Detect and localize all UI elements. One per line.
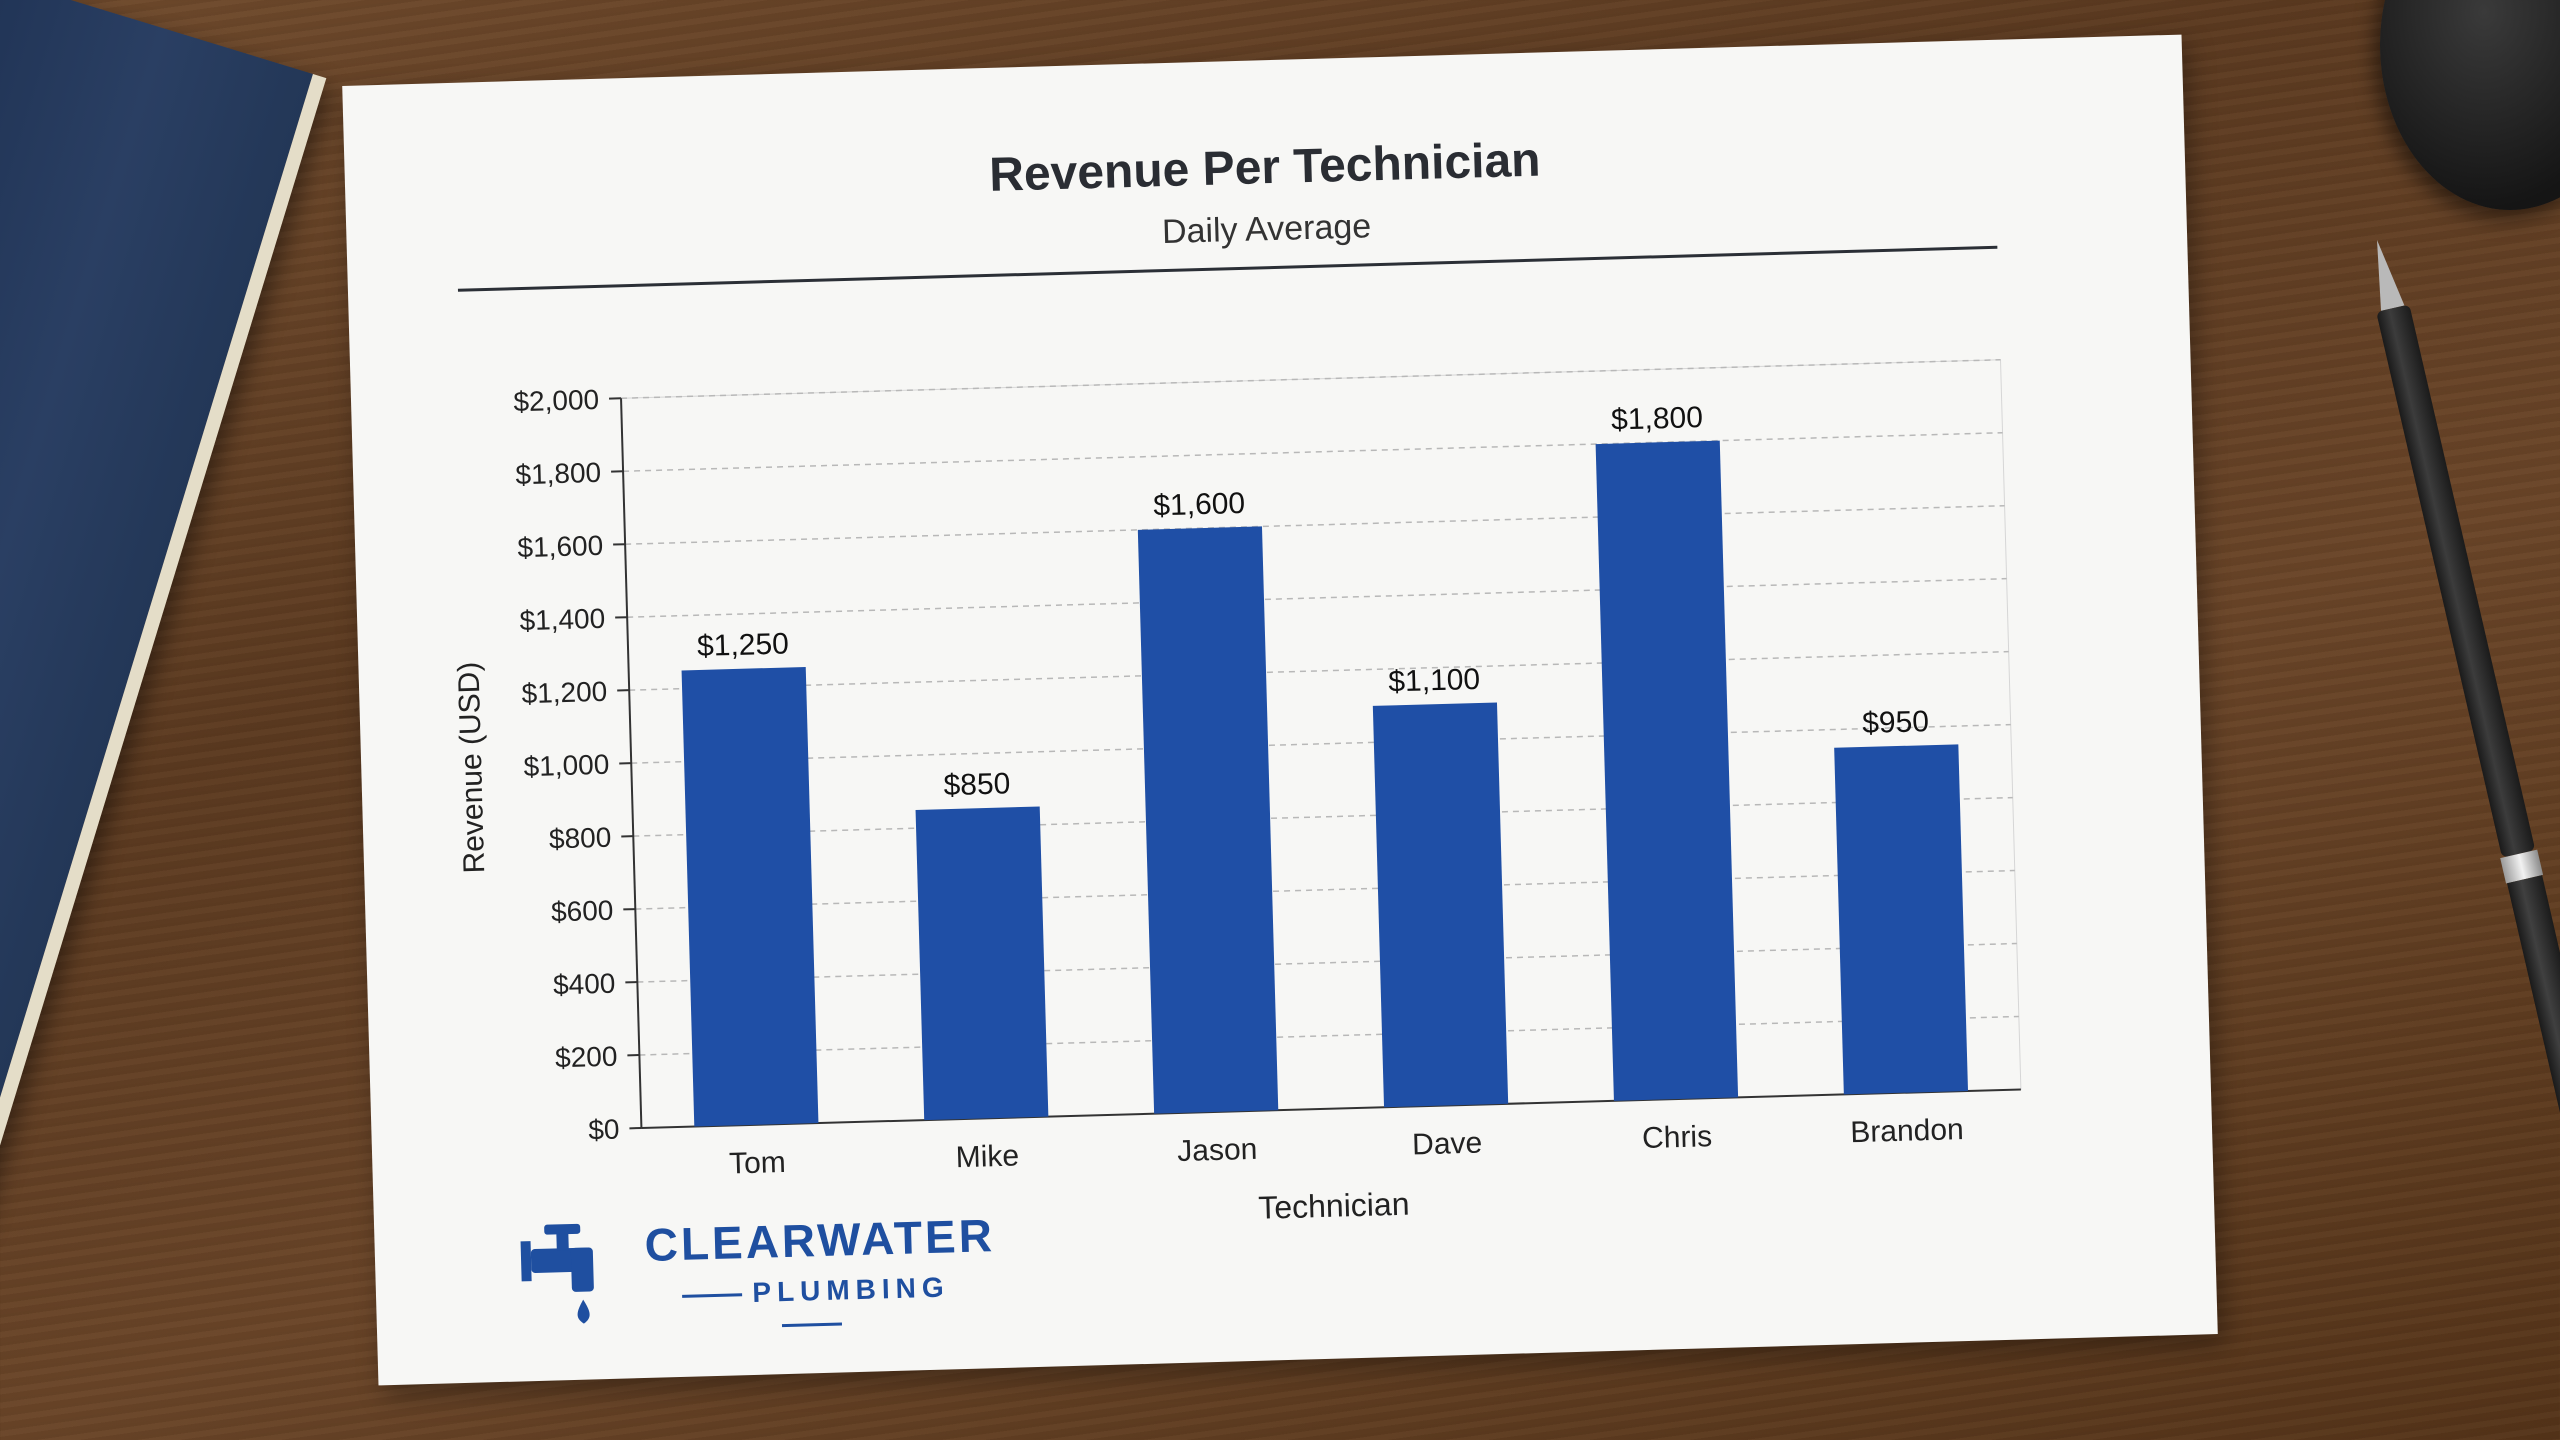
y-tick-label: $600 — [551, 895, 614, 928]
gridline — [627, 577, 2007, 618]
data-label: $1,600 — [1153, 487, 1246, 523]
data-label: $1,250 — [697, 627, 790, 663]
gridline — [631, 723, 2011, 764]
bar-brandon — [1834, 744, 1969, 1095]
plot-area — [620, 359, 2022, 1129]
x-tick-label: Jason — [1177, 1133, 1258, 1168]
y-tick-label: $400 — [553, 968, 616, 1001]
y-axis — [620, 398, 643, 1129]
gridline — [639, 1015, 2019, 1056]
y-tick-label: $1,000 — [523, 749, 609, 782]
bar-mike — [915, 806, 1049, 1121]
data-label: $1,100 — [1388, 663, 1481, 699]
gridline — [633, 796, 2013, 837]
data-label: $950 — [1862, 705, 1930, 740]
y-tick-label: $0 — [588, 1114, 620, 1146]
logo-subtitle: PLUMBING — [646, 1271, 978, 1344]
x-tick-label: Chris — [1642, 1120, 1713, 1155]
bar-chart: $0 $200 $400 $600 $800 $1,000 $1,200 $1,400 $1,6… — [452, 358, 2022, 1226]
bar-chris — [1595, 440, 1739, 1101]
data-label: $850 — [943, 767, 1011, 802]
gridline — [635, 869, 2015, 910]
x-axis-title: Technician — [1258, 1186, 1410, 1226]
printed-chart-sheet: Revenue Per Technician Daily Average $0 $… — [342, 34, 2218, 1386]
y-axis-title: Revenue (USD) — [452, 661, 491, 874]
y-tick-label: $1,600 — [517, 530, 603, 563]
x-tick-label: Brandon — [1850, 1113, 1964, 1149]
x-tick-label: Tom — [729, 1146, 787, 1181]
data-label: $1,800 — [1611, 401, 1704, 437]
y-tick-label: $1,800 — [515, 457, 601, 490]
y-tick-label: $200 — [555, 1041, 618, 1074]
bar-dave — [1372, 702, 1509, 1108]
y-tick-label: $1,400 — [519, 603, 605, 636]
gridline — [637, 942, 2017, 983]
y-tick-label: $800 — [549, 822, 612, 855]
gridline — [629, 650, 2009, 691]
faucet-icon — [520, 1223, 594, 1324]
y-tick-label: $1,200 — [521, 676, 607, 709]
logo-name: CLEARWATER — [643, 1209, 996, 1271]
y-tick-label: $2,000 — [513, 384, 599, 417]
bar-jason — [1137, 526, 1279, 1114]
gridline — [625, 504, 2005, 545]
bar-tom — [681, 666, 819, 1127]
gridline — [623, 431, 2003, 472]
company-logo: CLEARWATER PLUMBING — [514, 1197, 1037, 1341]
x-tick-label: Mike — [955, 1139, 1019, 1174]
gridline — [621, 358, 2001, 400]
x-axis — [641, 1088, 2021, 1129]
x-tick-label: Dave — [1412, 1127, 1483, 1162]
